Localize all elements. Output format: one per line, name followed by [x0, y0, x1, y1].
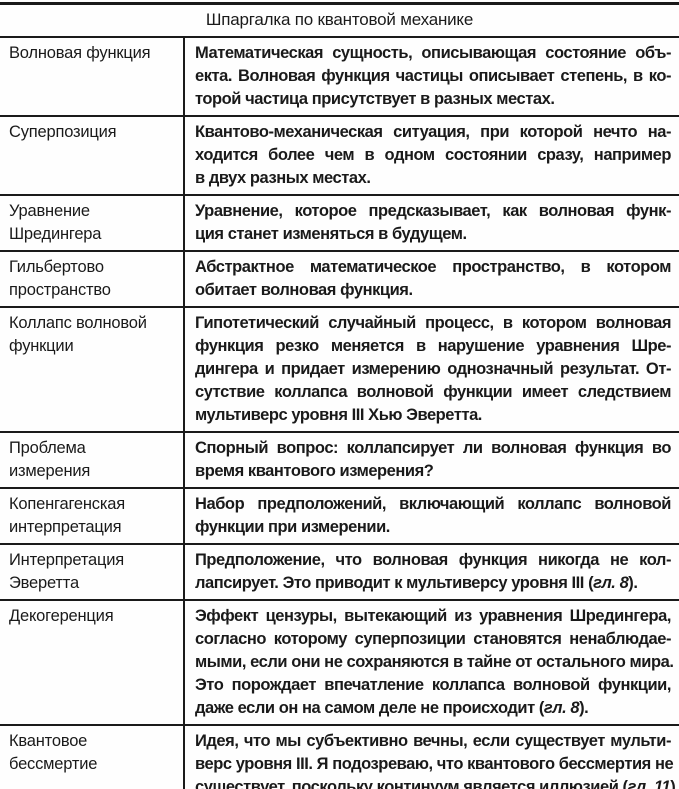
definition-text-line: даже если он на самом деле не происходит…: [195, 699, 589, 717]
definition-text-line: Математическая сущность, описывающая сос…: [195, 44, 671, 62]
term-text-line: Эверетта: [9, 574, 79, 592]
term-cell: Копенгагенская интерпретация: [0, 489, 183, 543]
definition-text-line: ходится более чем в одном состоянии сраз…: [195, 146, 671, 164]
definition-text-line: Спорный вопрос: коллапсирует ли волновая…: [195, 439, 671, 457]
term-cell: Квантовое бессмертие: [0, 726, 183, 789]
definition-cell: Идея, что мы субъективно вечны, если сущ…: [183, 726, 679, 789]
definition-text-line: мультиверс уровня III Хью Эверетта.: [195, 406, 482, 424]
table-body: Волновая функция Математическая сущность,…: [0, 38, 679, 789]
term-text-line: Декогеренция: [9, 607, 114, 625]
definition-text-line: функции при измерении.: [195, 518, 390, 536]
table-row: Проблема измерения Спорный вопрос: коллапс…: [0, 433, 679, 489]
definition-cell: Набор предположений, включающий коллапс …: [183, 489, 679, 543]
term-cell: Волновая функция: [0, 38, 183, 115]
definition-text-line: Идея, что мы субъективно вечны, если сущ…: [195, 732, 671, 750]
definition-text-line: екта. Волновая функция частицы описывает…: [195, 67, 671, 85]
definition-text-line: время квантового измерения?: [195, 462, 434, 480]
term-cell: Проблема измерения: [0, 433, 183, 487]
definition-cell: Гипотетический случайный процесс, в кото…: [183, 308, 679, 431]
definition-text-line: в двух разных местах.: [195, 169, 371, 187]
term-text-line: интерпретация: [9, 518, 122, 536]
definition-text-line: Абстрактное математическое пространство,…: [195, 258, 671, 276]
table-row: Квантовое бессмертие Идея, что мы субъекти…: [0, 726, 679, 789]
definition-text-line: Гипотетический случайный процесс, в кото…: [195, 314, 671, 332]
definition-text-line: дингера и придает измерению однозначный …: [195, 360, 671, 378]
definition-text-line: функция резко меняется в нарушение уравн…: [195, 337, 671, 355]
definition-text-line: Набор предположений, включающий коллапс …: [195, 495, 671, 513]
term-text-line: Гильбертово: [9, 258, 104, 276]
table-row: Декогеренция Эффект цензуры, вытекающий и…: [0, 601, 679, 726]
term-text-line: функции: [9, 337, 74, 355]
term-cell: Уравнение Шредингера: [0, 196, 183, 250]
term-text-line: Шредингера: [9, 225, 102, 243]
term-text-line: Волновая функция: [9, 44, 151, 62]
definition-cell: Предположение, что волновая функция нико…: [183, 545, 679, 599]
term-text-line: Коллапс волновой: [9, 314, 147, 332]
term-text-line: бессмертие: [9, 755, 98, 773]
definition-cell: Эффект цензуры, вытекающий из уравнения …: [183, 601, 679, 724]
table-row: Суперпозиция Квантово-механическая ситуац…: [0, 117, 679, 196]
definition-text-line: существует, поскольку континуум является…: [195, 778, 679, 789]
term-text-line: Проблема: [9, 439, 86, 457]
definition-cell: Математическая сущность, описывающая сос…: [183, 38, 679, 115]
term-text-line: Суперпозиция: [9, 123, 117, 141]
definition-cell: Уравнение, которое предсказывает, как во…: [183, 196, 679, 250]
definition-text-line: торой частица присутствует в разных мест…: [195, 90, 555, 108]
table-row: Копенгагенская интерпретация Набор предпол…: [0, 489, 679, 545]
definition-text-line: Предположение, что волновая функция нико…: [195, 551, 671, 569]
term-text-line: пространство: [9, 281, 111, 299]
term-cell: Коллапс волновой функции: [0, 308, 183, 431]
definition-text-line: Уравнение, которое предсказывает, как во…: [195, 202, 671, 220]
term-cell: Интерпретация Эверетта: [0, 545, 183, 599]
term-text-line: Интерпретация: [9, 551, 124, 569]
definition-text-line: ция станет изменяться в будущем.: [195, 225, 467, 243]
table-row: Гильбертово пространство Абстрактное матем…: [0, 252, 679, 308]
definition-text-line: обитает волновая функция.: [195, 281, 413, 299]
definition-text-line: Это порождает впечатление коллапса волно…: [195, 676, 671, 694]
term-cell: Суперпозиция: [0, 117, 183, 194]
table-row: Интерпретация Эверетта Предположение, что …: [0, 545, 679, 601]
definition-text-line: согласно которому суперпозиции становятс…: [195, 630, 671, 648]
table-row: Волновая функция Математическая сущность,…: [0, 38, 679, 117]
term-text-line: Квантовое: [9, 732, 88, 750]
definition-text-line: сутствие коллапса волновой функции имеет…: [195, 383, 671, 401]
table-row: Коллапс волновой функции Гипотетический сл…: [0, 308, 679, 433]
term-text-line: Копенгагенская: [9, 495, 125, 513]
definition-text-line: верс уровня III. Я подозреваю, что квант…: [195, 755, 674, 773]
term-text-line: измерения: [9, 462, 91, 480]
definition-text-line: мыми, если они не сохраняются в тайне от…: [195, 653, 674, 671]
definition-cell: Абстрактное математическое пространство,…: [183, 252, 679, 306]
term-text-line: Уравнение: [9, 202, 90, 220]
definition-text-line: Квантово-механическая ситуация, при кото…: [195, 123, 671, 141]
definition-text-line: лапсирует. Это приводит к мультиверсу ур…: [195, 574, 638, 592]
definition-cell: Квантово-механическая ситуация, при кото…: [183, 117, 679, 194]
table-title: Шпаргалка по квантовой механике: [0, 5, 679, 38]
definition-cell: Спорный вопрос: коллапсирует ли волновая…: [183, 433, 679, 487]
definition-text-line: Эффект цензуры, вытекающий из уравнения …: [195, 607, 671, 625]
term-cell: Декогеренция: [0, 601, 183, 724]
table-row: Уравнение Шредингера Уравнение, которое пр…: [0, 196, 679, 252]
term-cell: Гильбертово пространство: [0, 252, 183, 306]
